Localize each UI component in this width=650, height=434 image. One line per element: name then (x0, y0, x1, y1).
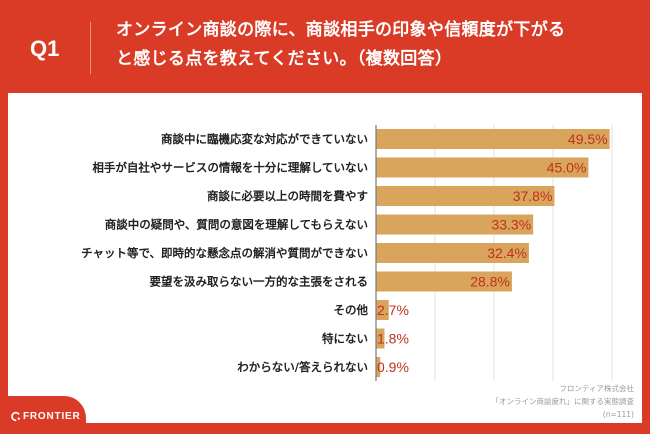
category-label: 商談に必要以上の時間を費やす (207, 189, 368, 203)
question-title-line2: と感じる点を教えてください。（複数回答） (116, 49, 453, 69)
value-label: 0.9% (377, 359, 409, 375)
category-label: チャット等で、即時的な懸念点の解消や質問ができない (81, 246, 368, 260)
value-label: 28.8% (470, 274, 510, 290)
bar (376, 129, 610, 149)
category-label: 商談中に臨機応変な対応ができていない (161, 132, 368, 146)
question-title: オンライン商談の際に、商談相手の印象や信頼度が下がる と感じる点を教えてください… (116, 16, 636, 74)
header-divider (90, 22, 91, 74)
value-label: 37.8% (513, 188, 553, 204)
category-label: 相手が自社やサービスの情報を十分に理解していない (92, 161, 368, 175)
bar (376, 243, 529, 263)
bar (376, 186, 555, 206)
category-label: 特にない (322, 332, 368, 346)
category-label: 商談中の疑問や、質問の意図を理解してもらえない (105, 218, 368, 232)
frontier-logo: FRONTIER (10, 411, 81, 422)
bar (376, 214, 534, 235)
category-label: その他 (334, 303, 369, 317)
source-survey: 「オンライン商談疲れ」に関する実態調査 (491, 397, 635, 406)
logo-tab (0, 396, 86, 434)
bar (376, 357, 381, 377)
bar (376, 271, 512, 292)
bar (376, 300, 389, 320)
value-label: 32.4% (487, 245, 527, 261)
question-number: Q1 (30, 36, 60, 61)
value-label: 49.5% (568, 131, 608, 147)
category-label: わからない/答えられない (237, 360, 368, 374)
sample-size: (n=111) (602, 410, 634, 419)
value-label: 33.3% (491, 217, 531, 233)
value-label: 2.7% (377, 302, 409, 318)
logo-text: FRONTIER (23, 411, 81, 422)
question-title-line1: オンライン商談の際に、商談相手の印象や信頼度が下がる (116, 20, 566, 40)
bar (376, 328, 385, 349)
category-label: 要望を汲み取らない一方的な主張をされる (150, 275, 369, 289)
bar (376, 157, 589, 178)
source-company: フロンティア株式会社 (559, 384, 634, 393)
value-label: 1.8% (377, 331, 409, 347)
value-label: 45.0% (547, 160, 587, 176)
frontier-logo-icon (11, 411, 20, 422)
source-note: フロンティア株式会社 「オンライン商談疲れ」に関する実態調査 (n=111) (492, 382, 635, 421)
